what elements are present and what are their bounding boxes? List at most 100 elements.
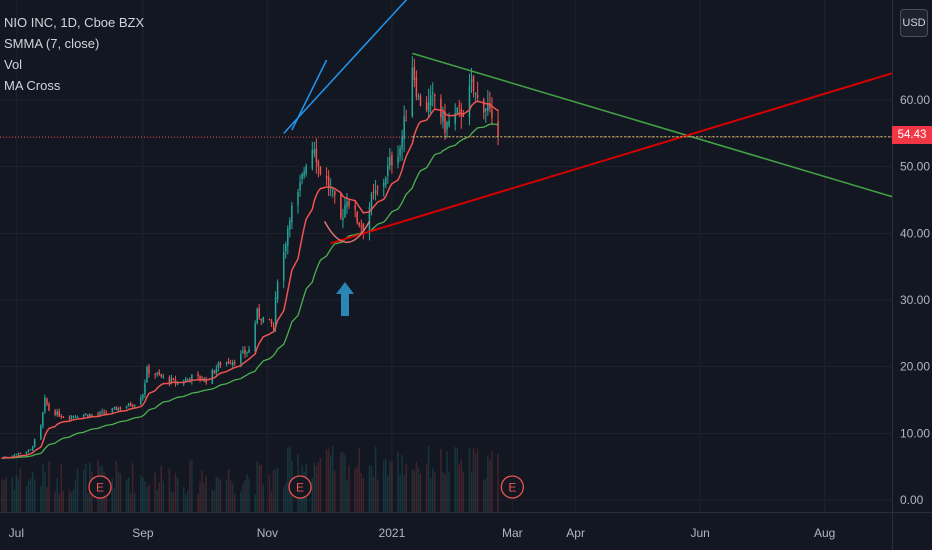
volume-bar — [460, 459, 463, 512]
volume-bar — [434, 472, 436, 512]
candle-body — [187, 378, 189, 380]
candle-body — [382, 182, 385, 187]
volume-bar — [70, 492, 73, 512]
volume-bar — [372, 477, 375, 512]
candle-body — [342, 217, 344, 221]
volume-bar — [468, 447, 471, 512]
candle-body — [299, 182, 301, 191]
volume-bar — [199, 481, 201, 512]
volume-bar — [133, 493, 136, 512]
legend-smma[interactable]: SMMA (7, close) — [4, 36, 100, 51]
volume-bar — [405, 464, 407, 512]
volume-bar — [158, 482, 160, 512]
volume-bar — [215, 476, 218, 512]
candle-body — [356, 211, 358, 223]
candle-body — [33, 439, 36, 447]
candle-body — [189, 379, 191, 381]
volume-bar — [256, 461, 258, 512]
indicators — [1, 100, 499, 459]
volume-bar — [285, 482, 287, 512]
volume-bar — [485, 478, 487, 512]
x-tick-label: Sep — [132, 526, 154, 540]
volume-bar — [470, 472, 473, 512]
volume-bar — [403, 474, 405, 512]
x-tick-label: Aug — [814, 526, 835, 540]
volume-bar — [342, 452, 344, 512]
volume-bar — [33, 479, 36, 512]
candle-body — [156, 372, 158, 375]
earnings-marker-label: E — [508, 481, 516, 495]
candle-body — [17, 453, 20, 455]
candle-body — [127, 403, 130, 407]
candle-body — [115, 407, 118, 411]
candle-body — [91, 414, 93, 416]
candle-body — [429, 95, 432, 106]
volume-bar — [287, 447, 289, 512]
candle-body — [158, 371, 160, 375]
x-tick-label: Jul — [9, 526, 24, 540]
volume-bar — [233, 493, 236, 512]
candle-body — [460, 108, 463, 117]
volume-bar — [213, 490, 216, 512]
volume-bar — [311, 478, 314, 512]
candle-body — [54, 410, 56, 415]
candle-body — [370, 193, 373, 210]
volume-bar — [54, 491, 56, 512]
candle-body — [254, 323, 256, 351]
volume-bar — [111, 478, 114, 512]
candle-body — [389, 157, 391, 166]
candle-body — [413, 66, 416, 80]
legend-ma-cross[interactable]: MA Cross — [4, 78, 61, 93]
volume-bar — [446, 451, 448, 512]
candle-body — [305, 165, 307, 174]
volume-bar — [487, 455, 489, 512]
volume-bar — [46, 486, 48, 512]
volume-bar — [62, 491, 65, 512]
candle-body — [287, 228, 289, 246]
volume-bar — [491, 450, 493, 512]
volume-bar — [242, 483, 244, 512]
candle-body — [431, 92, 434, 94]
candle-body — [258, 308, 260, 318]
candle-body — [140, 397, 142, 405]
volume-bar — [427, 446, 430, 512]
candle-body — [427, 102, 430, 112]
candle-body — [42, 412, 44, 427]
legend-vol[interactable]: Vol — [4, 57, 23, 72]
candle-body — [291, 205, 293, 223]
candle-body — [148, 366, 150, 374]
candle-body — [362, 223, 365, 232]
candle-body — [219, 362, 222, 365]
volume-bar — [472, 448, 475, 512]
candle-body — [358, 222, 360, 226]
volume-bar — [354, 468, 356, 512]
candle-body — [101, 411, 103, 413]
candle-body — [334, 191, 336, 196]
volume-bar — [172, 492, 175, 512]
volume-bar — [385, 458, 387, 512]
candle-body — [170, 378, 173, 383]
currency-button[interactable]: USD — [900, 9, 928, 37]
volume-bar — [454, 447, 456, 512]
volume-bar — [162, 481, 165, 512]
x-tick-label: Nov — [257, 526, 278, 540]
candle-body — [46, 398, 48, 405]
candle-body — [319, 166, 322, 175]
y-tick-label: 50.00 — [900, 160, 930, 174]
candle-body — [68, 417, 71, 419]
candle-body — [289, 220, 291, 230]
candle-body — [144, 383, 146, 395]
volume-bar — [262, 484, 265, 512]
volume-bar — [282, 486, 285, 512]
candle-body — [344, 204, 346, 218]
candles — [1, 56, 499, 460]
candle-body — [131, 405, 134, 407]
legend-symbol[interactable]: NIO INC, 1D, Cboe BZX — [4, 15, 145, 30]
volume-bar — [131, 462, 134, 512]
earnings-marker — [500, 475, 524, 499]
volume-bar — [317, 461, 320, 512]
volume-bar — [442, 471, 444, 512]
volume-bar — [168, 468, 171, 512]
